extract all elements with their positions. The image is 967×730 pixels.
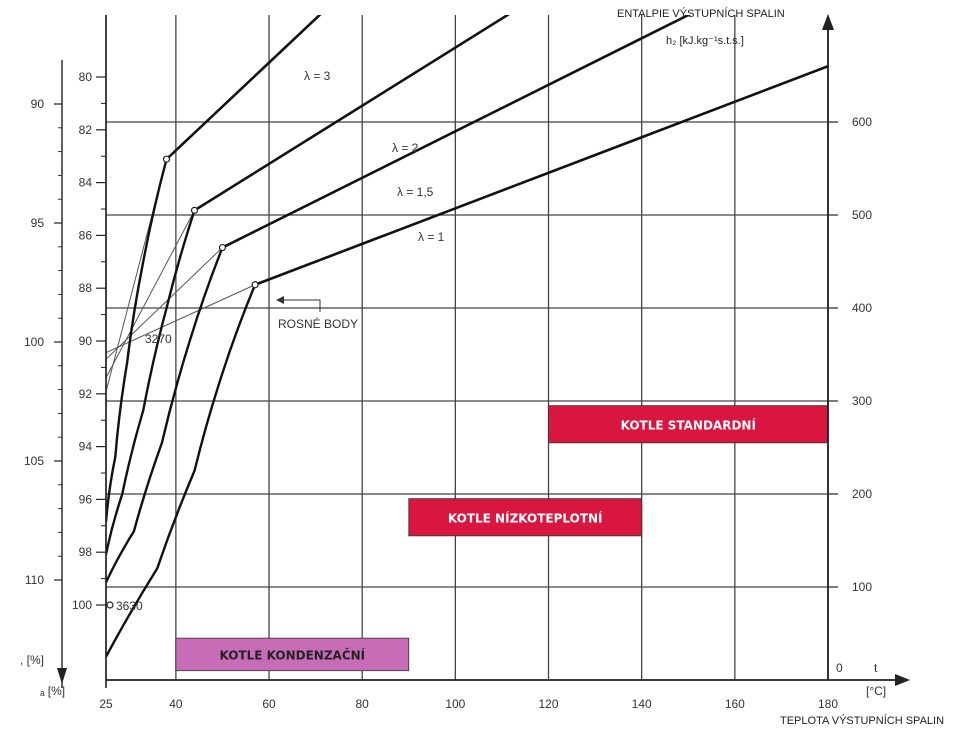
band-rect: [175, 637, 410, 672]
boiler-bands: KOTLE KONDENZAČNÍ KOTLE NÍZKOTEPLOTNÍ KOTL…: [175, 405, 829, 672]
axes: 25 40 60 80 100 120 140 160 180 100 200 300 400 500 60…: [24, 14, 910, 711]
projection-line: [106, 247, 223, 360]
right-tick-label: 100: [852, 580, 872, 594]
labels: ENTALPIE VÝSTUPNÍCH SPALIN h₂ [kJ.kg⁻¹s.…: [20, 7, 944, 727]
right-tick-label: 500: [852, 208, 872, 222]
series-label-lambda-2: λ = 2: [392, 141, 419, 155]
right-axis-label: h₂ [kJ.kg⁻¹s.t.s.]: [666, 35, 744, 47]
dew-point-curves: [106, 158, 257, 658]
series-label-lambda-1-5: λ = 1,5: [397, 185, 434, 199]
grid: [105, 15, 829, 680]
series-label-lambda-1: λ = 1: [418, 230, 445, 244]
series-line: [193, 15, 511, 212]
outer-left-tick-label: 110: [25, 573, 44, 587]
inner-left-tick-label: 88: [79, 281, 93, 295]
x-tick-label: 80: [356, 697, 370, 711]
dew-points-label: ROSNÉ BODY: [278, 316, 358, 331]
inner-left-tick-label: 84: [79, 176, 93, 190]
x-tick-label: 180: [818, 697, 838, 711]
right-axis-t: t: [874, 661, 878, 675]
band-rect: [408, 498, 643, 537]
dew-point-curve: [106, 247, 224, 583]
outer-left-unit: , [%]: [20, 653, 44, 667]
band-label: KOTLE STANDARDNÍ: [621, 417, 757, 432]
right-axis-arrow: [822, 14, 834, 30]
right-tick-label: 600: [852, 115, 872, 129]
value-3630-label: 3630: [116, 599, 143, 613]
x-axis-unit: [°C]: [866, 684, 886, 698]
band-label: KOTLE KONDENZAČNÍ: [219, 647, 365, 662]
value-3270-label: 3270: [145, 332, 172, 346]
outer-axis-arrow: [57, 668, 67, 684]
inner-left-tick-label: 96: [79, 492, 93, 506]
dew-point-marker: [162, 155, 171, 163]
right-tick-label: 300: [852, 394, 872, 408]
outer-left-tick-label: 105: [24, 454, 44, 468]
outer-left-tick-label: 90: [31, 97, 45, 111]
inner-left-tick-label: 94: [79, 440, 93, 454]
band-rect: [548, 405, 829, 444]
projection-line: [106, 210, 195, 378]
band-label: KOTLE NÍZKOTEPLOTNÍ: [448, 510, 603, 525]
series-line: [165, 15, 322, 161]
outer-left-tick-label: 95: [31, 216, 45, 230]
x-tick-label: 120: [539, 697, 559, 711]
right-tick-label: 400: [852, 301, 872, 315]
dew-point-marker: [251, 281, 259, 289]
inner-left-tick-label: 86: [79, 228, 93, 242]
inner-left-tick-label: 92: [79, 387, 93, 401]
dew-point-marker: [218, 243, 227, 252]
x-tick-label: 160: [725, 697, 745, 711]
right-axis-zero: 0: [836, 661, 843, 675]
series-line: [221, 15, 692, 249]
x-tick-label: 100: [445, 697, 465, 711]
value-3630-marker: [106, 601, 114, 609]
x-axis-arrow: [895, 674, 910, 686]
outer-left-tick-label: 100: [24, 335, 44, 349]
right-tick-label: 200: [852, 487, 872, 501]
series-line: [254, 64, 828, 286]
x-tick-label: 25: [99, 697, 113, 711]
x-tick-label: 60: [262, 697, 276, 711]
inner-left-tick-label: 98: [79, 545, 93, 559]
lambda-series: [165, 15, 828, 286]
inner-left-tick-label: 90: [79, 334, 93, 348]
dew-point-curve: [106, 284, 257, 658]
inner-left-tick-label: 82: [79, 123, 93, 137]
dew-point-pointer: [284, 299, 321, 312]
x-tick-label: 40: [169, 697, 183, 711]
dew-point-curve: [106, 209, 196, 555]
inner-left-tick-label: 80: [79, 70, 93, 84]
dew-point-curve: [106, 158, 168, 522]
inner-left-unit: ₐ [%]: [40, 684, 65, 698]
inner-left-tick-label: 100: [72, 598, 92, 612]
x-axis-label: TEPLOTA VÝSTUPNÍCH SPALIN: [780, 714, 944, 727]
dew-point-marker: [190, 206, 199, 214]
dew-point-pointer-head: [276, 296, 284, 304]
x-tick-label: 140: [632, 697, 652, 711]
series-label-lambda-3: λ = 3: [304, 69, 331, 83]
chart-title: ENTALPIE VÝSTUPNÍCH SPALIN: [617, 7, 785, 20]
